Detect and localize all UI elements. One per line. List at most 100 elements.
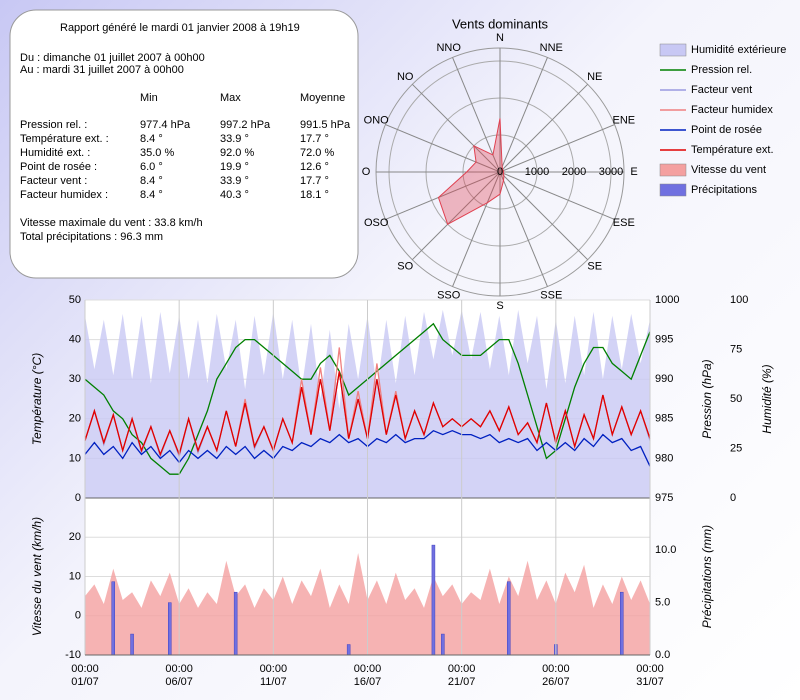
rose-direction: SSE — [540, 290, 562, 302]
precip-bar — [233, 591, 238, 656]
report-period: Du : dimanche 01 juillet 2007 à 00h00 — [20, 52, 205, 64]
rose-spoke — [452, 57, 501, 173]
legend-swatch — [659, 163, 687, 177]
y2-tick-label: 10.0 — [655, 544, 676, 556]
row-cell: 8.4 ° — [140, 133, 163, 145]
row-label: Facteur humidex : — [20, 189, 108, 201]
rose-direction: NO — [397, 71, 414, 83]
rose-spoke — [452, 171, 501, 287]
x-tick-label: 00:00 01/07 — [71, 663, 99, 688]
row-cell: 8.4 ° — [140, 189, 163, 201]
rose-tick-label: 3000 — [599, 166, 623, 178]
legend-swatch — [659, 43, 687, 57]
precip-bar — [130, 633, 134, 656]
precip-bar — [507, 581, 511, 656]
y-tick-label: 30 — [69, 373, 81, 385]
rose-direction: NNE — [540, 42, 563, 54]
row-label: Point de rosée : — [20, 161, 97, 173]
y3-axis-label: Humidité (%) — [760, 364, 774, 433]
y2-tick-label: 980 — [655, 452, 673, 464]
rose-tick-label: 1000 — [525, 166, 549, 178]
y2-tick-label: 975 — [655, 492, 673, 504]
y-tick-label: -10 — [65, 649, 81, 661]
rose-direction: NNO — [436, 42, 461, 54]
y2-tick-label: 990 — [655, 373, 673, 385]
rose-direction: N — [496, 32, 504, 44]
precip-bar — [346, 644, 351, 656]
row-cell: 6.0 ° — [140, 161, 163, 173]
rose-spoke — [411, 171, 501, 261]
y-tick-label: 0 — [75, 492, 81, 504]
row-label: Pression rel. : — [20, 119, 87, 131]
rose-spoke — [499, 124, 615, 173]
rose-direction: NE — [587, 71, 602, 83]
y-tick-label: 50 — [69, 294, 81, 306]
rose-direction: ENE — [612, 115, 635, 127]
report-note: Total précipitations : 96.3 mm — [20, 231, 163, 243]
rose-direction: SO — [397, 261, 413, 273]
rose-spoke — [499, 57, 548, 173]
report-box — [9, 9, 359, 279]
rose-area — [437, 118, 505, 226]
x-tick-label: 00:00 11/07 — [259, 663, 288, 688]
y3-tick-label: 100 — [730, 294, 748, 306]
legend-label: Facteur humidex — [691, 104, 773, 116]
legend-label: Température ext. — [691, 144, 774, 156]
row-label: Humidité ext. : — [20, 147, 90, 159]
x-tick-label: 00:00 21/07 — [447, 663, 476, 688]
row-cell: 35.0 % — [140, 147, 174, 159]
rose-title: Vents dominants — [452, 16, 549, 31]
y-tick-label: 10 — [69, 570, 81, 582]
rose-direction: S — [496, 300, 503, 312]
row-cell: 92.0 % — [220, 147, 254, 159]
y3-tick-label: 0 — [730, 492, 736, 504]
row-cell: 8.4 ° — [140, 175, 163, 187]
precip-bar — [620, 591, 624, 656]
y-tick-label: 40 — [69, 334, 81, 346]
x-tick-label: 00:00 31/07 — [636, 663, 664, 688]
legend-label: Humidité extérieure — [691, 44, 786, 56]
rose-spoke — [499, 171, 615, 220]
row-cell: 997.2 hPa — [220, 119, 271, 131]
y-tick-label: 20 — [69, 531, 81, 543]
report-period: Au : mardi 31 juillet 2007 à 00h00 — [20, 64, 184, 76]
y2-tick-label: 1000 — [655, 294, 679, 306]
rose-direction: ONO — [364, 115, 390, 127]
y-axis-label: Vitesse du vent (km/h) — [30, 517, 44, 636]
precip-bar — [441, 633, 445, 656]
rose-direction: OSO — [364, 217, 389, 229]
rose-direction: SSO — [437, 290, 461, 302]
y2-axis-label: Précipitations (mm) — [700, 525, 714, 628]
y-axis-label: Température (°C) — [30, 353, 44, 445]
row-cell: 19.9 ° — [220, 161, 249, 173]
y3-tick-label: 25 — [730, 442, 742, 454]
rose-tick-label: 0 — [497, 166, 503, 178]
y3-tick-label: 75 — [730, 343, 742, 355]
row-cell: 33.9 ° — [220, 133, 249, 145]
legend-label: Point de rosée — [691, 124, 762, 136]
x-tick-label: 00:00 26/07 — [542, 663, 570, 688]
y2-tick-label: 0.0 — [655, 649, 670, 661]
row-cell: 12.6 ° — [300, 161, 329, 173]
rose-direction: SE — [587, 261, 602, 273]
rose-direction: E — [630, 166, 637, 178]
row-cell: 17.7 ° — [300, 133, 329, 145]
y-tick-label: 20 — [69, 413, 81, 425]
column-header: Min — [140, 92, 158, 104]
precip-bar — [168, 602, 172, 656]
column-header: Max — [220, 92, 241, 104]
rose-tick-label: 2000 — [562, 166, 586, 178]
row-cell: 33.9 ° — [220, 175, 249, 187]
row-cell: 977.4 hPa — [140, 119, 191, 131]
rose-spoke — [411, 83, 501, 173]
rose-spoke — [499, 171, 548, 287]
column-header: Moyenne — [300, 92, 345, 104]
row-label: Facteur vent : — [20, 175, 87, 187]
y2-axis-label: Pression (hPa) — [700, 359, 714, 438]
legend-label: Précipitations — [691, 184, 758, 196]
report-title: Rapport généré le mardi 01 janvier 2008 … — [60, 22, 300, 34]
legend-label: Vitesse du vent — [691, 164, 766, 176]
y3-tick-label: 50 — [730, 393, 742, 405]
y-tick-label: 0 — [75, 610, 81, 622]
